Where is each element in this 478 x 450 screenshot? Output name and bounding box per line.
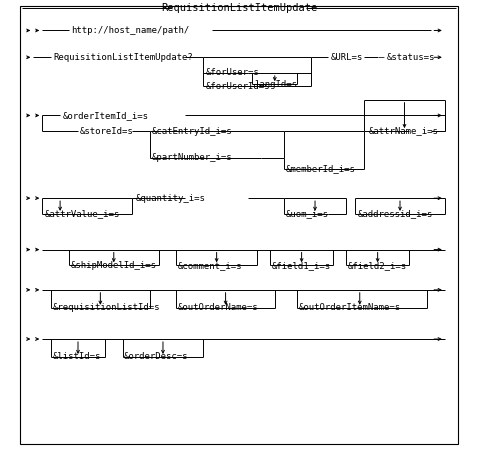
Text: &storeId=s: &storeId=s — [80, 126, 134, 135]
Text: &forUser=s: &forUser=s — [206, 68, 259, 77]
Text: &attrValue_i=s: &attrValue_i=s — [44, 209, 120, 218]
Text: &partNumber_i=s: &partNumber_i=s — [152, 153, 232, 162]
Text: &listId=s: &listId=s — [53, 352, 101, 361]
Text: —: — — [379, 53, 384, 62]
Text: &quantity_i=s: &quantity_i=s — [136, 194, 206, 202]
Text: &status=s: &status=s — [387, 53, 435, 62]
Text: RequisitionListItemUpdate: RequisitionListItemUpdate — [161, 3, 317, 13]
Text: &orderDesc=s: &orderDesc=s — [124, 352, 188, 361]
Text: RequisitionListItemUpdate?: RequisitionListItemUpdate? — [54, 53, 193, 62]
Text: &uom_i=s: &uom_i=s — [286, 209, 329, 218]
Text: &orderItemId_i=s: &orderItemId_i=s — [62, 111, 148, 120]
Text: &addressid_i=s: &addressid_i=s — [358, 209, 433, 218]
Text: &outOrderItemName=s: &outOrderItemName=s — [298, 303, 401, 312]
Text: &outOrderName=s: &outOrderName=s — [178, 303, 258, 312]
Text: &forUserId=s: &forUserId=s — [206, 82, 270, 91]
Text: &attrName_i=s: &attrName_i=s — [369, 126, 439, 135]
Text: &field1_i=s: &field1_i=s — [272, 261, 331, 270]
Text: &catEntryId_i=s: &catEntryId_i=s — [152, 126, 232, 135]
Text: langId=s: langId=s — [255, 80, 298, 89]
Text: &shipModelId_i=s: &shipModelId_i=s — [70, 261, 156, 270]
Text: &comment_i=s: &comment_i=s — [178, 261, 242, 270]
Text: http://host_name/path/: http://host_name/path/ — [71, 26, 190, 35]
Text: &requisitionListId=s: &requisitionListId=s — [53, 303, 160, 312]
Text: &field2_i=s: &field2_i=s — [348, 261, 407, 270]
Text: &URL=s: &URL=s — [331, 53, 363, 62]
Text: &memberId_i=s: &memberId_i=s — [286, 165, 356, 174]
